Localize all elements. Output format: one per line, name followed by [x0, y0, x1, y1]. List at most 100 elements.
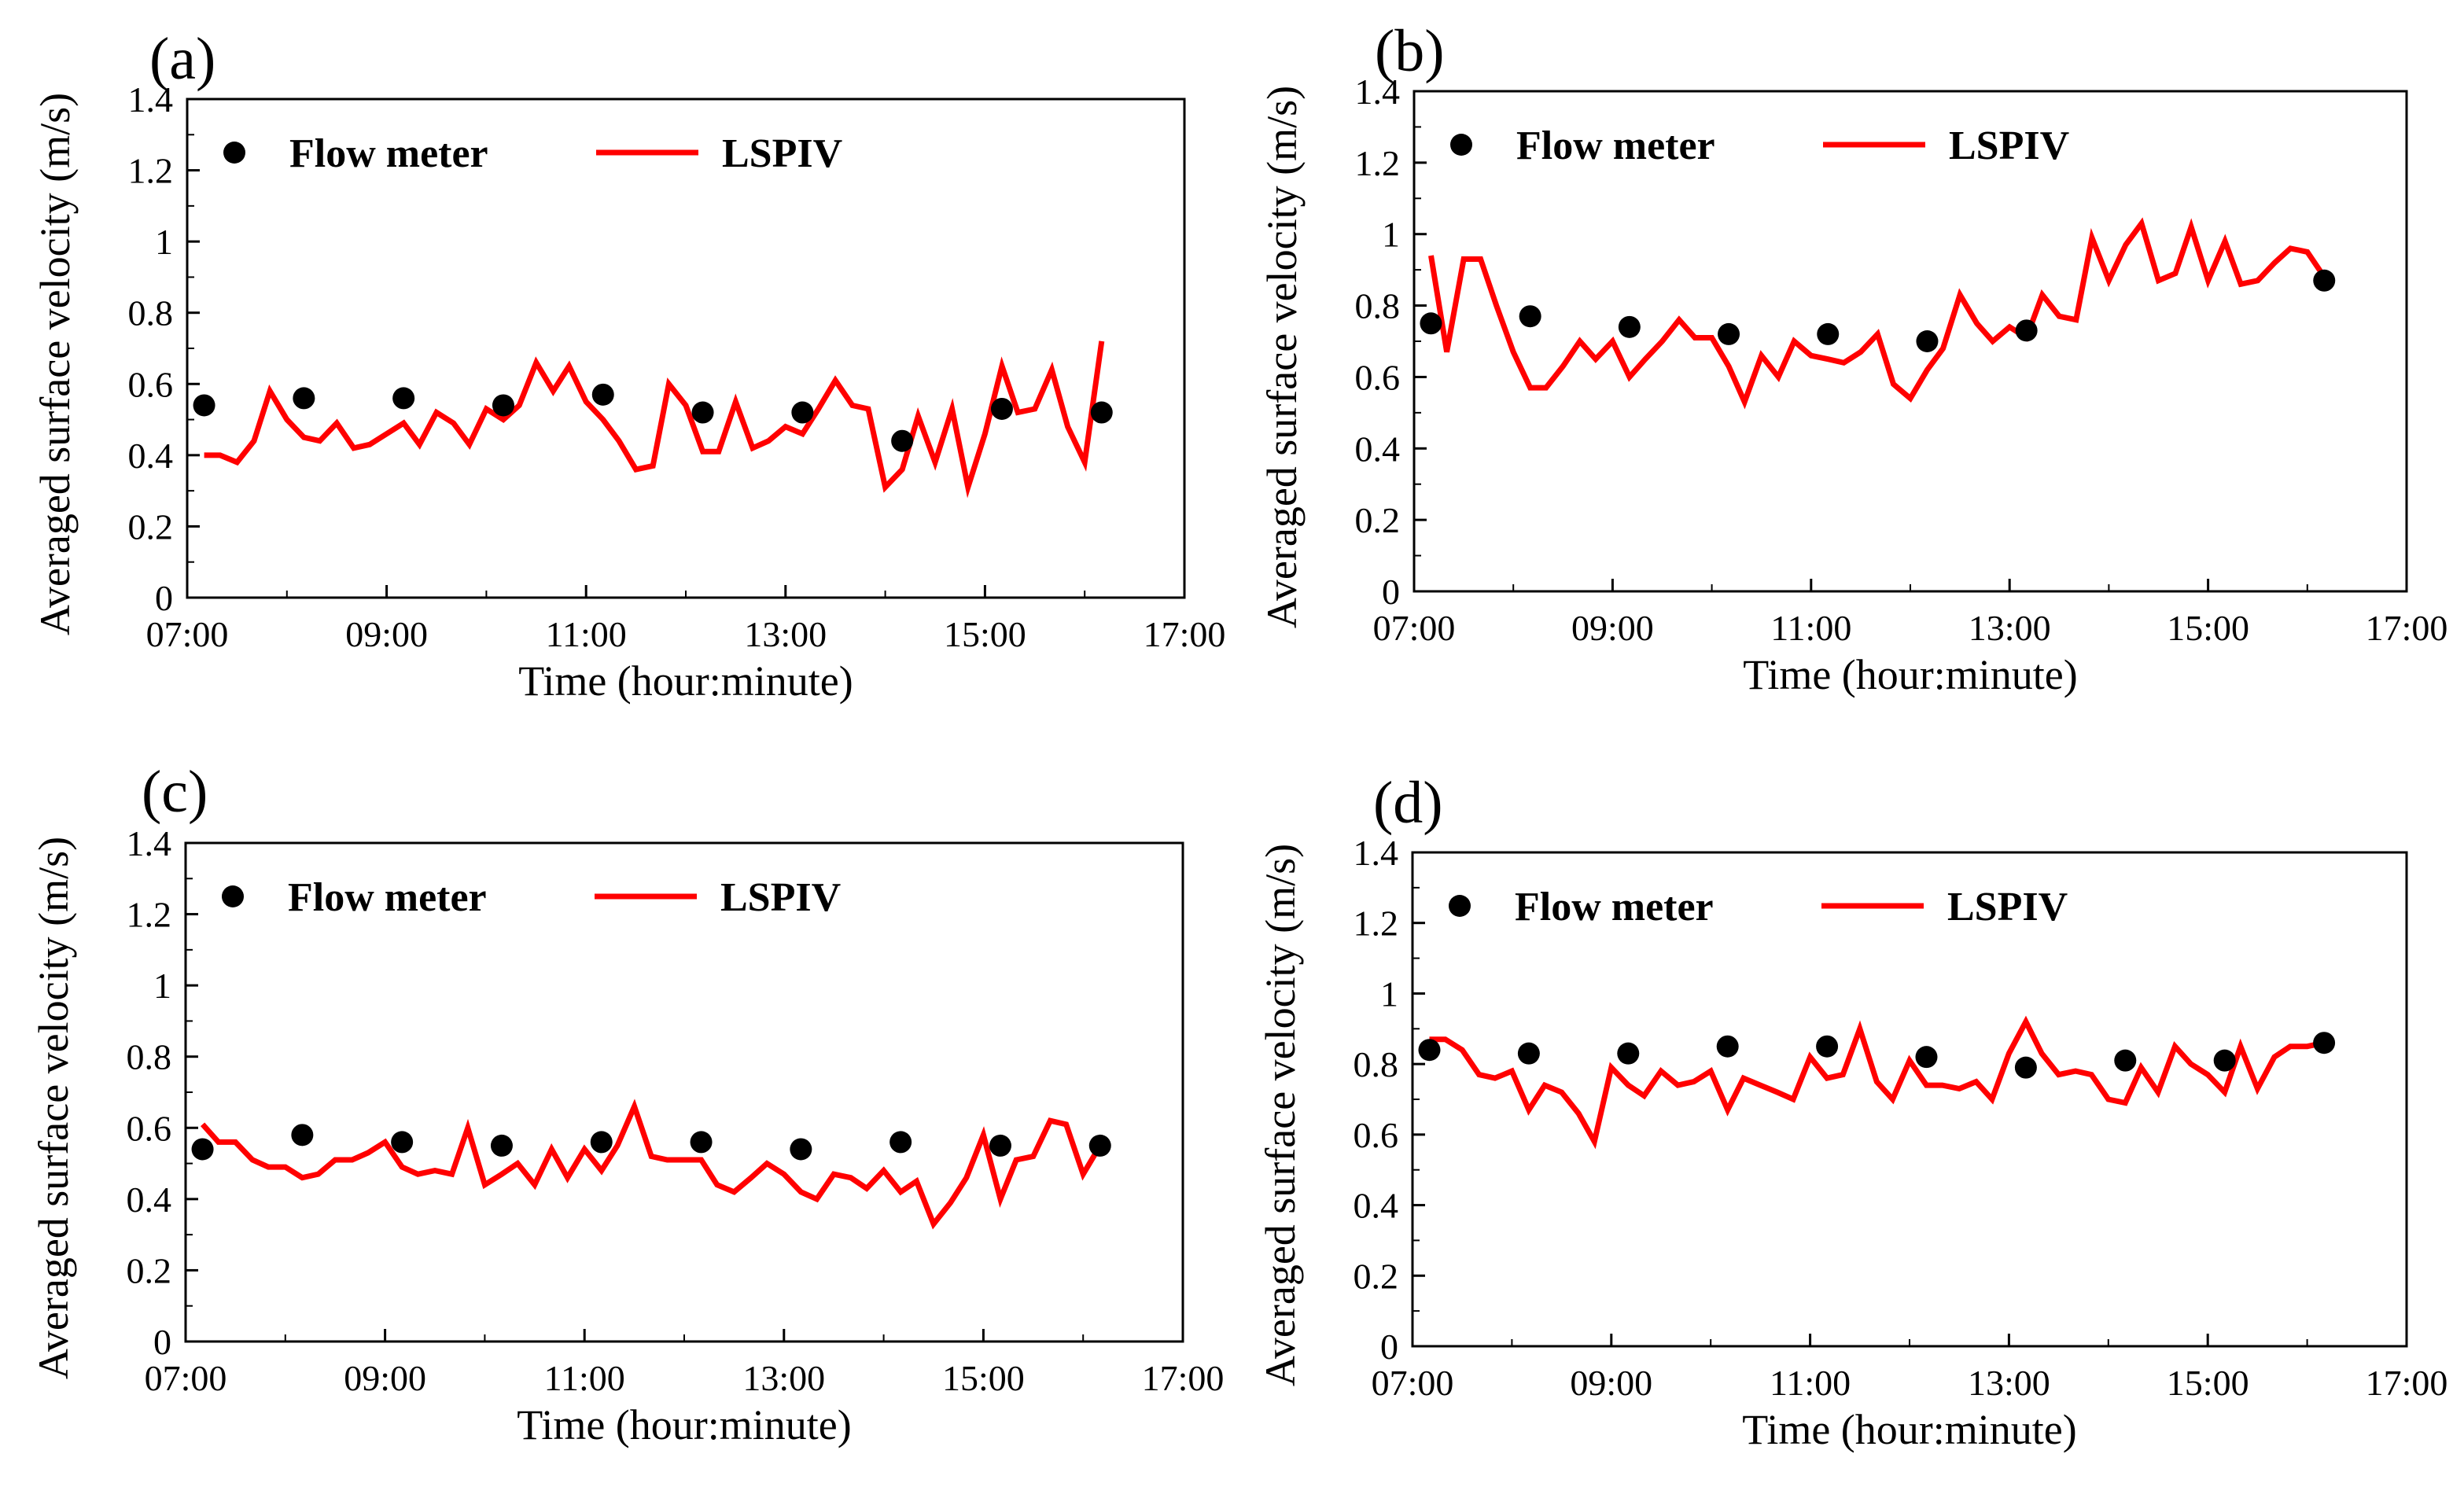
chart-panel: (b) 0 0.2 0.4 0.6 0.8 1 1.2 1.4 07:00 09:00 11:00 13… — [1258, 18, 2447, 698]
y-tick-label: 0.6 — [127, 1108, 172, 1148]
y-tick-label: 0.8 — [127, 1037, 172, 1077]
flow-meter-point — [1420, 312, 1442, 335]
x-tick-label: 15:00 — [942, 1358, 1025, 1398]
panel-label: (c) — [142, 759, 208, 825]
x-tick-label: 17:00 — [1144, 614, 1226, 654]
flow-meter-point — [590, 1131, 613, 1154]
flow-meter-point — [2313, 269, 2336, 292]
y-tick-label: 0.4 — [127, 1180, 172, 1220]
x-tick-label: 11:00 — [1770, 608, 1851, 648]
flow-meter-point — [291, 1124, 314, 1146]
x-tick-label: 11:00 — [546, 614, 627, 654]
x-tick-label: 15:00 — [944, 614, 1026, 654]
x-tick-label: 13:00 — [1968, 1363, 2050, 1403]
chart-panel: (c) 0 0.2 0.4 0.6 0.8 1 1.2 1.4 07:00 09:00 11:00 13… — [30, 759, 1224, 1448]
y-tick-label: 1.2 — [1355, 143, 1401, 183]
flow-meter-point — [591, 383, 614, 406]
flow-meter-point — [1816, 1035, 1839, 1058]
legend-flow-meter-marker — [1449, 895, 1471, 917]
legend-lspiv-label: LSPIV — [1949, 123, 2069, 168]
y-tick-label: 1 — [1380, 973, 1398, 1014]
x-tick-label: 13:00 — [744, 614, 827, 654]
flow-meter-point — [1090, 401, 1113, 424]
y-tick-label: 0.2 — [128, 506, 174, 547]
x-axis-title: Time (hour:minute) — [517, 1401, 852, 1448]
flow-meter-point — [690, 1131, 713, 1154]
y-tick-label: 0 — [1382, 572, 1400, 612]
x-tick-label: 09:00 — [1570, 1363, 1652, 1403]
y-tick-label: 0.8 — [1354, 1044, 1399, 1084]
y-axis-title: Averaged surface velocity (m/s) — [1257, 844, 1304, 1386]
x-tick-label: 13:00 — [742, 1358, 825, 1398]
x-tick-label: 17:00 — [2366, 608, 2448, 648]
flow-meter-point — [990, 397, 1013, 420]
flow-meter-point — [1517, 1042, 1540, 1065]
x-tick-label: 17:00 — [2366, 1363, 2448, 1403]
flow-meter-point — [1916, 330, 1939, 352]
flow-meter-point — [989, 1134, 1011, 1157]
y-tick-label: 0.6 — [1354, 1115, 1399, 1155]
flow-meter-point — [891, 429, 914, 452]
x-tick-label: 09:00 — [1571, 608, 1654, 648]
y-tick-label: 1.4 — [1354, 833, 1399, 873]
legend-flow-meter-label: Flow meter — [1515, 885, 1714, 929]
y-tick-label: 0.4 — [1355, 429, 1401, 469]
y-tick-label: 1.2 — [128, 151, 174, 191]
y-tick-label: 0.8 — [128, 293, 174, 333]
flow-meter-point — [691, 401, 714, 424]
lspiv-line — [204, 340, 1105, 499]
x-tick-label: 17:00 — [1142, 1358, 1225, 1398]
y-tick-label: 0.6 — [1355, 357, 1401, 397]
panel-label: (d) — [1373, 770, 1443, 836]
flow-meter-point — [889, 1131, 912, 1154]
flow-meter-point — [2015, 319, 2038, 342]
legend-lspiv-label: LSPIV — [720, 875, 841, 920]
y-tick-label: 1.4 — [127, 823, 172, 863]
x-tick-label: 07:00 — [146, 614, 229, 654]
panel-label: (a) — [149, 26, 215, 92]
legend-lspiv-label: LSPIV — [1947, 885, 2068, 929]
flow-meter-point — [1817, 322, 1840, 345]
x-axis-title: Time (hour:minute) — [1743, 651, 2078, 698]
flow-meter-point — [1519, 305, 1541, 328]
x-axis-title: Time (hour:minute) — [518, 657, 853, 705]
chart-panel: (d) 0 0.2 0.4 0.6 0.8 1 1.2 1.4 07:00 09:00 11:00 13… — [1257, 770, 2447, 1453]
chart-panel: (a) 0 0.2 0.4 0.6 0.8 1 1.2 1.4 07:00 09:00 11:00 13… — [31, 26, 1225, 705]
flow-meter-point — [193, 394, 215, 417]
flow-meter-point — [1088, 1134, 1111, 1157]
x-tick-label: 09:00 — [345, 614, 428, 654]
flow-meter-point — [2213, 1049, 2236, 1072]
y-tick-label: 0.2 — [1354, 1256, 1399, 1296]
x-tick-label: 07:00 — [145, 1358, 227, 1398]
y-tick-label: 0 — [153, 1322, 171, 1362]
flow-meter-point — [791, 401, 814, 424]
x-tick-label: 15:00 — [2167, 608, 2249, 648]
y-tick-label: 1.4 — [128, 79, 174, 120]
y-tick-label: 0.6 — [128, 364, 174, 404]
y-tick-label: 0 — [1380, 1327, 1398, 1367]
flow-meter-point — [1716, 1035, 1739, 1058]
flow-meter-point — [191, 1138, 214, 1161]
y-tick-label: 1.2 — [1354, 904, 1399, 944]
legend-flow-meter-marker — [1450, 134, 1472, 156]
flow-meter-point — [1617, 1042, 1640, 1065]
y-tick-label: 0.4 — [1354, 1186, 1399, 1226]
x-tick-label: 11:00 — [1770, 1363, 1851, 1403]
y-tick-label: 1 — [153, 966, 171, 1006]
x-tick-label: 07:00 — [1372, 1363, 1454, 1403]
lspiv-line — [200, 1099, 1103, 1230]
flow-meter-point — [490, 1134, 513, 1157]
flow-meter-point — [392, 387, 415, 410]
y-axis-title: Averaged surface velocity (m/s) — [31, 93, 79, 635]
flow-meter-point — [1418, 1039, 1441, 1062]
legend-flow-meter-label: Flow meter — [289, 131, 488, 176]
y-axis-title: Averaged surface velocity (m/s) — [30, 837, 77, 1379]
legend-lspiv-label: LSPIV — [722, 131, 842, 176]
flow-meter-point — [391, 1131, 414, 1154]
x-tick-label: 15:00 — [2167, 1363, 2249, 1403]
flow-meter-point — [2313, 1032, 2336, 1054]
y-tick-label: 0.4 — [128, 436, 174, 476]
y-tick-label: 0.2 — [127, 1250, 172, 1290]
x-tick-label: 07:00 — [1373, 608, 1456, 648]
